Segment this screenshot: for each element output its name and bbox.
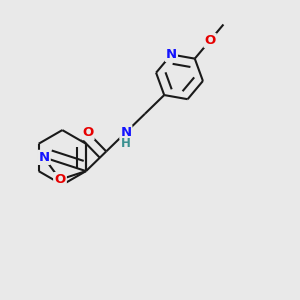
Text: O: O bbox=[82, 126, 94, 139]
Text: O: O bbox=[54, 173, 66, 186]
Text: O: O bbox=[204, 34, 216, 47]
Text: O: O bbox=[54, 173, 66, 186]
Text: N: N bbox=[38, 151, 50, 164]
Text: H: H bbox=[121, 137, 131, 150]
Text: N: N bbox=[38, 151, 50, 164]
Text: N: N bbox=[120, 126, 131, 139]
Text: N: N bbox=[166, 48, 177, 61]
